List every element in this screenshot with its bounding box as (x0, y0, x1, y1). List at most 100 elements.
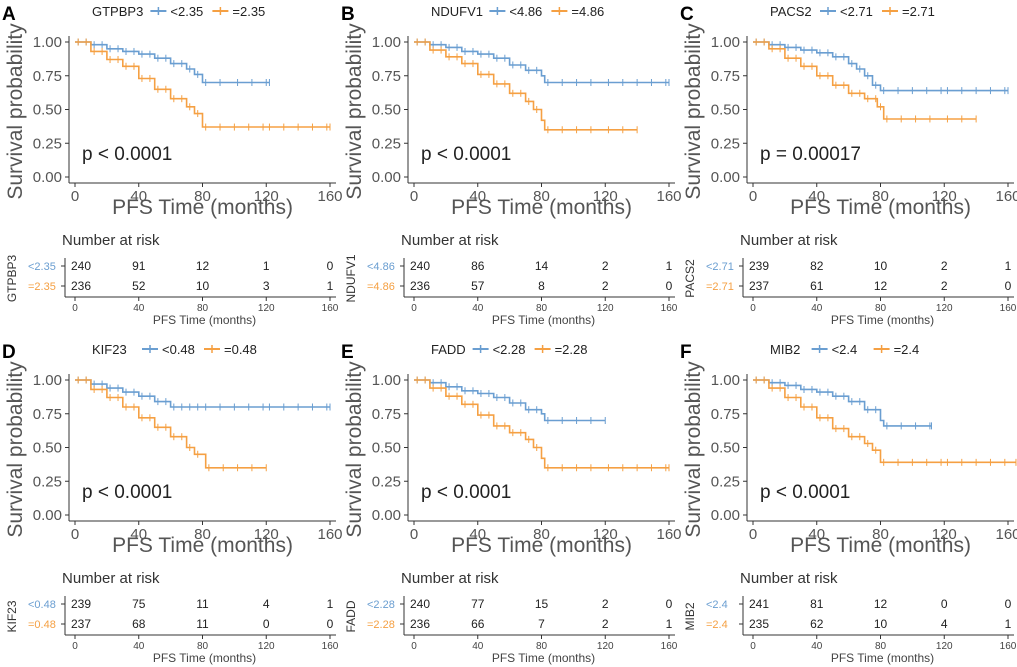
y-tick-label: 0.50 (33, 440, 62, 457)
risk-row-label: =2.28 (367, 619, 395, 631)
panel-b: B NDUFV1 <4.86 =4.86 Survival probability 0.0… (341, 4, 682, 327)
legend-entry: <4.86 (509, 4, 542, 19)
legend-gene-name: GTPBP3 (92, 4, 143, 19)
legend-gene-name: KIF23 (92, 342, 127, 357)
survival-curve-high (414, 379, 669, 469)
risk-x-tick-label: 0 (411, 303, 417, 314)
legend-entry: =0.48 (224, 342, 257, 357)
risk-count: 2 (941, 259, 948, 273)
panel-letter: E (341, 342, 354, 363)
risk-count: 7 (538, 617, 545, 631)
p-value-label: p < 0.0001 (760, 482, 850, 503)
p-value-label: p < 0.0001 (82, 482, 172, 503)
risk-count: 12 (874, 279, 888, 293)
y-tick-label: 0.50 (372, 102, 401, 119)
x-tick-label: 120 (254, 188, 279, 205)
legend-gene-name: PACS2 (770, 4, 812, 19)
risk-row-label: =2.4 (706, 619, 728, 631)
panel-letter: B (341, 4, 355, 25)
risk-x-tick-label: 40 (472, 303, 484, 314)
y-tick-label: 1.00 (711, 34, 740, 51)
y-axis-title: Survival probability (682, 23, 705, 200)
risk-count: 1 (1005, 617, 1012, 631)
y-axis-title: Survival probability (343, 361, 366, 538)
risk-row-label: <2.71 (706, 261, 734, 273)
y-tick-label: 0.00 (33, 507, 62, 524)
risk-x-tick-label: 160 (322, 303, 339, 314)
risk-x-tick-label: 120 (258, 641, 275, 652)
risk-x-tick-label: 40 (811, 641, 823, 652)
y-tick-label: 0.00 (372, 169, 401, 186)
x-tick-label: 0 (749, 526, 757, 543)
survival-curve-low (414, 379, 606, 422)
risk-row-label: <2.28 (367, 599, 395, 611)
risk-count: 10 (874, 259, 888, 273)
risk-x-tick-label: 80 (197, 303, 209, 314)
y-tick-label: 0.50 (372, 440, 401, 457)
x-tick-label: 80 (533, 188, 550, 205)
risk-count: 8 (538, 279, 545, 293)
x-tick-label: 120 (932, 188, 957, 205)
survival-curve-high (414, 41, 638, 131)
x-tick-label: 120 (254, 526, 279, 543)
risk-x-axis-title: PFS Time (months) (831, 313, 934, 327)
risk-count: 11 (196, 617, 209, 631)
legend-entry: <2.71 (840, 4, 873, 19)
x-tick-label: 80 (872, 188, 889, 205)
risk-x-axis-title: PFS Time (months) (153, 313, 256, 327)
legend-entry: <2.35 (170, 4, 203, 19)
p-value-label: p < 0.0001 (82, 144, 172, 165)
risk-count: 4 (941, 617, 948, 631)
risk-x-axis-title: PFS Time (months) (153, 651, 256, 665)
risk-count: 1 (666, 617, 673, 631)
panel-letter: D (2, 342, 16, 363)
risk-count: 240 (410, 259, 430, 273)
risk-x-tick-label: 40 (133, 303, 145, 314)
x-tick-label: 80 (872, 526, 889, 543)
risk-count: 2 (602, 617, 609, 631)
x-axis-title: PFS Time (months) (451, 196, 632, 219)
y-tick-label: 0.25 (33, 473, 62, 490)
x-tick-label: 40 (808, 526, 825, 543)
y-axis-title: Survival probability (4, 23, 27, 200)
risk-x-tick-label: 0 (411, 641, 417, 652)
y-tick-label: 0.25 (372, 135, 401, 152)
risk-count: 1 (327, 597, 334, 611)
y-tick-label: 0.75 (33, 406, 62, 423)
y-tick-label: 0.00 (33, 169, 62, 186)
y-tick-label: 0.25 (372, 473, 401, 490)
survival-curve-high (753, 379, 1016, 464)
risk-x-tick-label: 120 (936, 641, 953, 652)
risk-count: 0 (1005, 279, 1012, 293)
risk-count: 235 (749, 617, 769, 631)
risk-count: 14 (535, 259, 549, 273)
x-axis-title: PFS Time (months) (112, 196, 293, 219)
survival-curve-high (753, 41, 977, 120)
risk-gene-label: PACS2 (683, 259, 697, 298)
x-tick-label: 40 (130, 526, 147, 543)
risk-count: 86 (471, 259, 485, 273)
y-tick-label: 0.75 (711, 68, 740, 85)
risk-x-tick-label: 40 (811, 303, 823, 314)
risk-row-label: <4.86 (367, 261, 395, 273)
x-tick-label: 0 (410, 188, 418, 205)
y-tick-label: 0.00 (711, 169, 740, 186)
risk-count: 81 (810, 597, 824, 611)
risk-x-tick-label: 0 (750, 303, 756, 314)
risk-count: 236 (410, 617, 430, 631)
risk-count: 0 (941, 597, 948, 611)
risk-count: 0 (1005, 597, 1012, 611)
y-tick-label: 1.00 (33, 34, 62, 51)
survival-curve-low (753, 379, 932, 427)
panel-letter: A (2, 4, 16, 25)
risk-x-tick-label: 80 (875, 641, 887, 652)
y-tick-label: 0.25 (33, 135, 62, 152)
risk-x-tick-label: 0 (750, 641, 756, 652)
x-axis-title: PFS Time (months) (451, 534, 632, 557)
risk-count: 15 (535, 597, 549, 611)
risk-row-label: =2.71 (706, 281, 734, 293)
x-tick-label: 80 (194, 526, 211, 543)
p-value-label: p < 0.0001 (421, 144, 511, 165)
risk-count: 11 (196, 597, 209, 611)
risk-table-title: Number at risk (62, 570, 160, 587)
